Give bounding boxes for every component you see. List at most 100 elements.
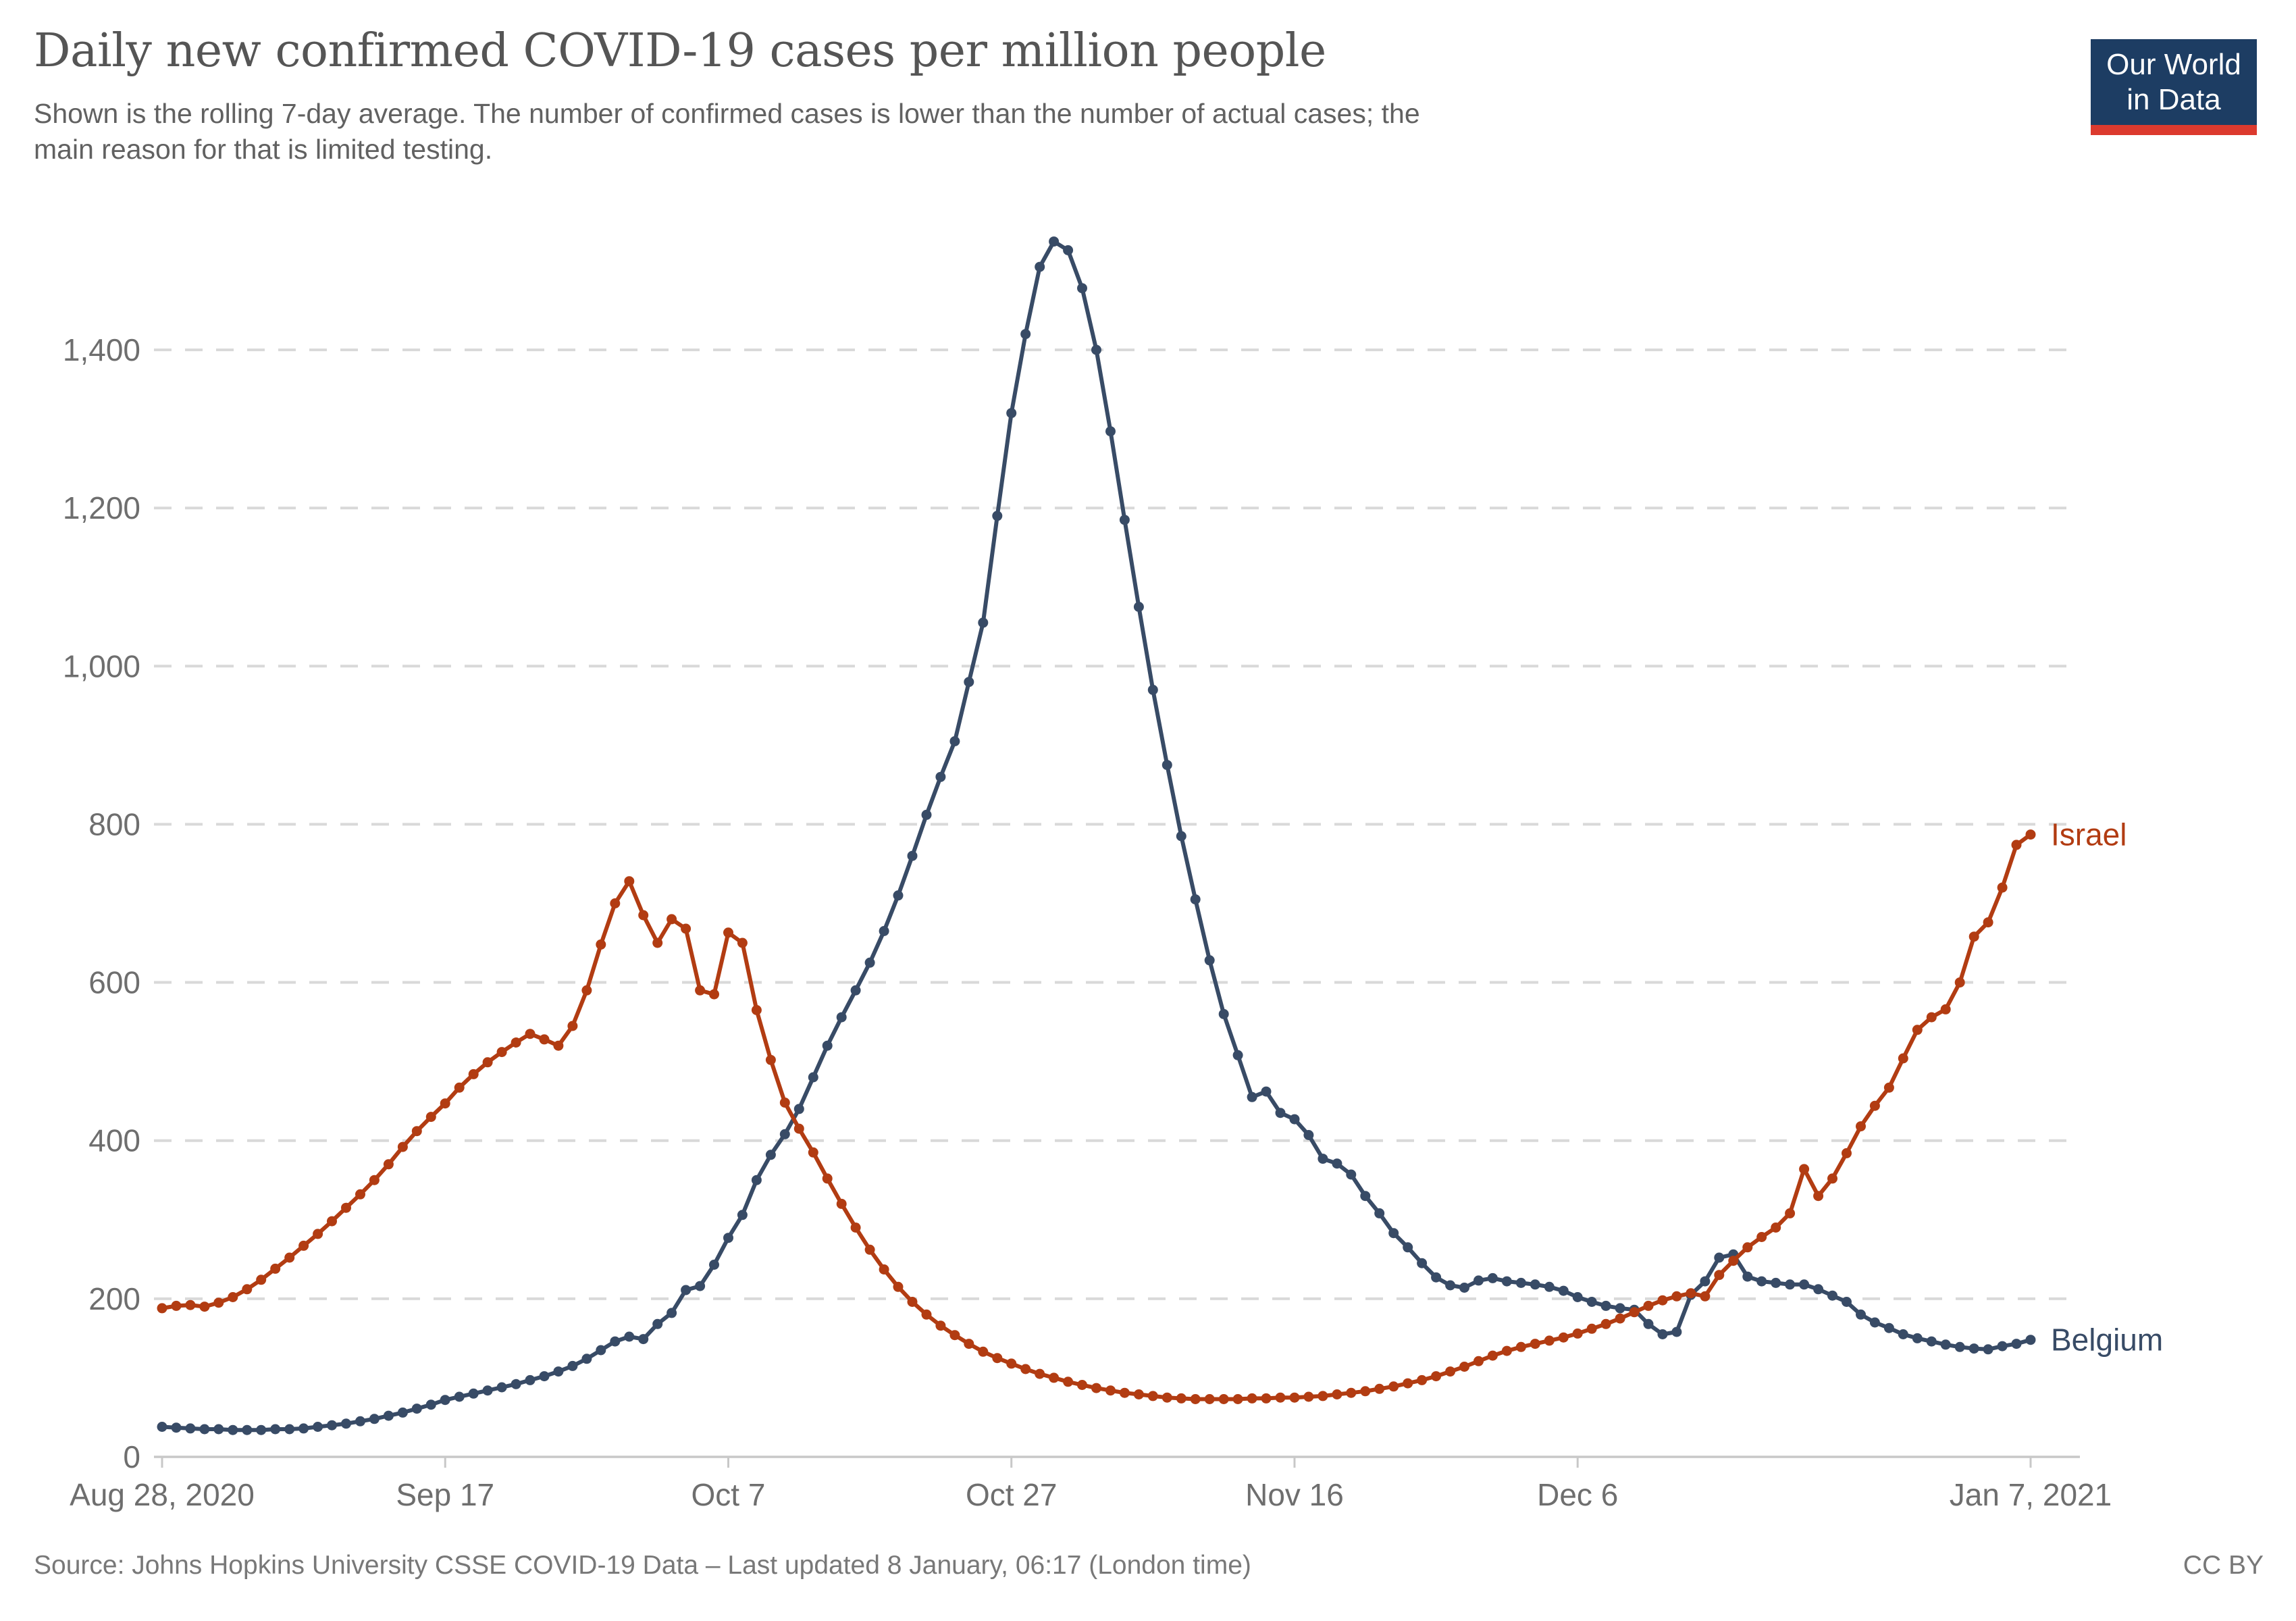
- data-point-belgium: [1926, 1336, 1937, 1347]
- data-point-belgium: [171, 1422, 182, 1433]
- data-point-israel: [779, 1098, 790, 1108]
- data-point-belgium: [652, 1318, 663, 1329]
- data-point-belgium: [468, 1388, 479, 1399]
- data-point-israel: [1459, 1362, 1469, 1372]
- data-point-israel: [1346, 1387, 1357, 1398]
- data-point-belgium: [1417, 1258, 1428, 1268]
- data-point-israel: [157, 1303, 167, 1314]
- data-point-israel: [1133, 1389, 1144, 1399]
- data-point-israel: [1785, 1208, 1796, 1218]
- data-point-belgium: [1954, 1341, 1965, 1352]
- data-point-belgium: [1940, 1339, 1951, 1350]
- data-point-israel: [1898, 1053, 1908, 1064]
- data-point-israel: [1657, 1295, 1668, 1306]
- data-point-belgium: [709, 1260, 719, 1270]
- data-point-belgium: [1912, 1333, 1923, 1343]
- data-point-belgium: [1657, 1329, 1668, 1339]
- y-tick-label-600: 600: [88, 965, 140, 1000]
- data-point-israel: [1006, 1358, 1017, 1369]
- data-point-belgium: [313, 1422, 323, 1432]
- data-point-israel: [397, 1141, 408, 1152]
- data-point-israel: [1275, 1392, 1286, 1403]
- data-point-israel: [1162, 1392, 1172, 1403]
- x-tick-label: Sep 17: [396, 1477, 494, 1512]
- data-point-israel: [496, 1047, 507, 1058]
- data-point-belgium: [1997, 1341, 2008, 1352]
- data-point-belgium: [1558, 1285, 1569, 1296]
- data-point-israel: [709, 989, 719, 1000]
- data-point-belgium: [1756, 1276, 1767, 1287]
- data-point-israel: [383, 1159, 394, 1170]
- data-point-belgium: [284, 1424, 295, 1435]
- y-tick-label-1000: 1,000: [63, 648, 140, 684]
- data-point-belgium: [667, 1308, 677, 1318]
- data-point-belgium: [836, 1012, 847, 1023]
- data-point-belgium: [723, 1233, 733, 1243]
- data-point-belgium: [369, 1414, 380, 1424]
- data-point-israel: [1813, 1191, 1824, 1202]
- data-point-israel: [1771, 1223, 1781, 1233]
- data-point-israel: [2011, 840, 2022, 850]
- chart-subtitle-line2: main reason for that is limited testing.: [34, 134, 493, 165]
- data-point-belgium: [1332, 1158, 1342, 1169]
- data-point-israel: [1204, 1394, 1215, 1404]
- data-point-belgium: [228, 1424, 238, 1435]
- data-point-israel: [213, 1297, 224, 1308]
- data-point-belgium: [1799, 1279, 1810, 1290]
- data-point-israel: [284, 1252, 295, 1263]
- data-point-israel: [1912, 1025, 1923, 1035]
- data-point-israel: [355, 1189, 365, 1200]
- data-point-israel: [1742, 1242, 1753, 1253]
- data-point-belgium: [1501, 1276, 1512, 1287]
- data-point-israel: [411, 1126, 422, 1137]
- data-point-belgium: [1388, 1228, 1399, 1239]
- data-point-israel: [1176, 1393, 1186, 1404]
- data-point-belgium: [1827, 1290, 1837, 1301]
- data-point-belgium: [1898, 1329, 1908, 1339]
- data-point-belgium: [1842, 1297, 1852, 1307]
- data-point-belgium: [383, 1410, 394, 1421]
- owid-logo-text-line2: in Data: [2127, 83, 2221, 116]
- data-point-israel: [1403, 1378, 1413, 1389]
- data-point-belgium: [1459, 1283, 1469, 1293]
- data-point-israel: [793, 1123, 804, 1134]
- data-point-belgium: [1431, 1272, 1442, 1283]
- data-point-belgium: [355, 1416, 365, 1426]
- owid-logo[interactable]: Our World in Data: [2091, 39, 2257, 135]
- chart-subtitle: Shown is the rolling 7-day average. The …: [34, 96, 1722, 168]
- y-tick-label-200: 200: [88, 1281, 140, 1316]
- data-point-belgium: [1289, 1114, 1300, 1125]
- series-label-belgium: Belgium: [2051, 1322, 2163, 1358]
- data-point-belgium: [1785, 1279, 1796, 1290]
- data-point-belgium: [1869, 1317, 1880, 1328]
- x-tick-label: Oct 27: [966, 1477, 1058, 1512]
- data-point-belgium: [1771, 1277, 1781, 1288]
- data-point-israel: [425, 1112, 436, 1123]
- data-point-belgium: [793, 1104, 804, 1114]
- license-link[interactable]: CC BY: [2183, 1551, 2264, 1580]
- data-point-israel: [567, 1021, 578, 1031]
- data-point-belgium: [1403, 1242, 1413, 1253]
- data-point-belgium: [1063, 245, 1074, 255]
- data-point-israel: [808, 1147, 818, 1158]
- data-point-israel: [836, 1198, 847, 1209]
- data-point-israel: [270, 1263, 281, 1274]
- x-tick-label: Oct 7: [692, 1477, 766, 1512]
- data-point-israel: [581, 985, 592, 996]
- data-point-israel: [1572, 1328, 1583, 1339]
- data-point-israel: [1063, 1376, 1074, 1387]
- y-tick-label-400: 400: [88, 1123, 140, 1158]
- data-point-israel: [1586, 1323, 1597, 1334]
- data-point-israel: [1827, 1173, 1837, 1184]
- data-point-belgium: [341, 1418, 351, 1429]
- data-point-israel: [1473, 1356, 1484, 1366]
- data-point-israel: [1615, 1313, 1625, 1324]
- series-belgium: Belgium: [157, 236, 2163, 1435]
- data-point-belgium: [992, 511, 1003, 521]
- data-point-israel: [1501, 1345, 1512, 1356]
- data-point-israel: [949, 1330, 960, 1341]
- data-point-israel: [992, 1353, 1003, 1364]
- data-point-belgium: [1813, 1284, 1824, 1295]
- data-point-belgium: [2011, 1339, 2022, 1349]
